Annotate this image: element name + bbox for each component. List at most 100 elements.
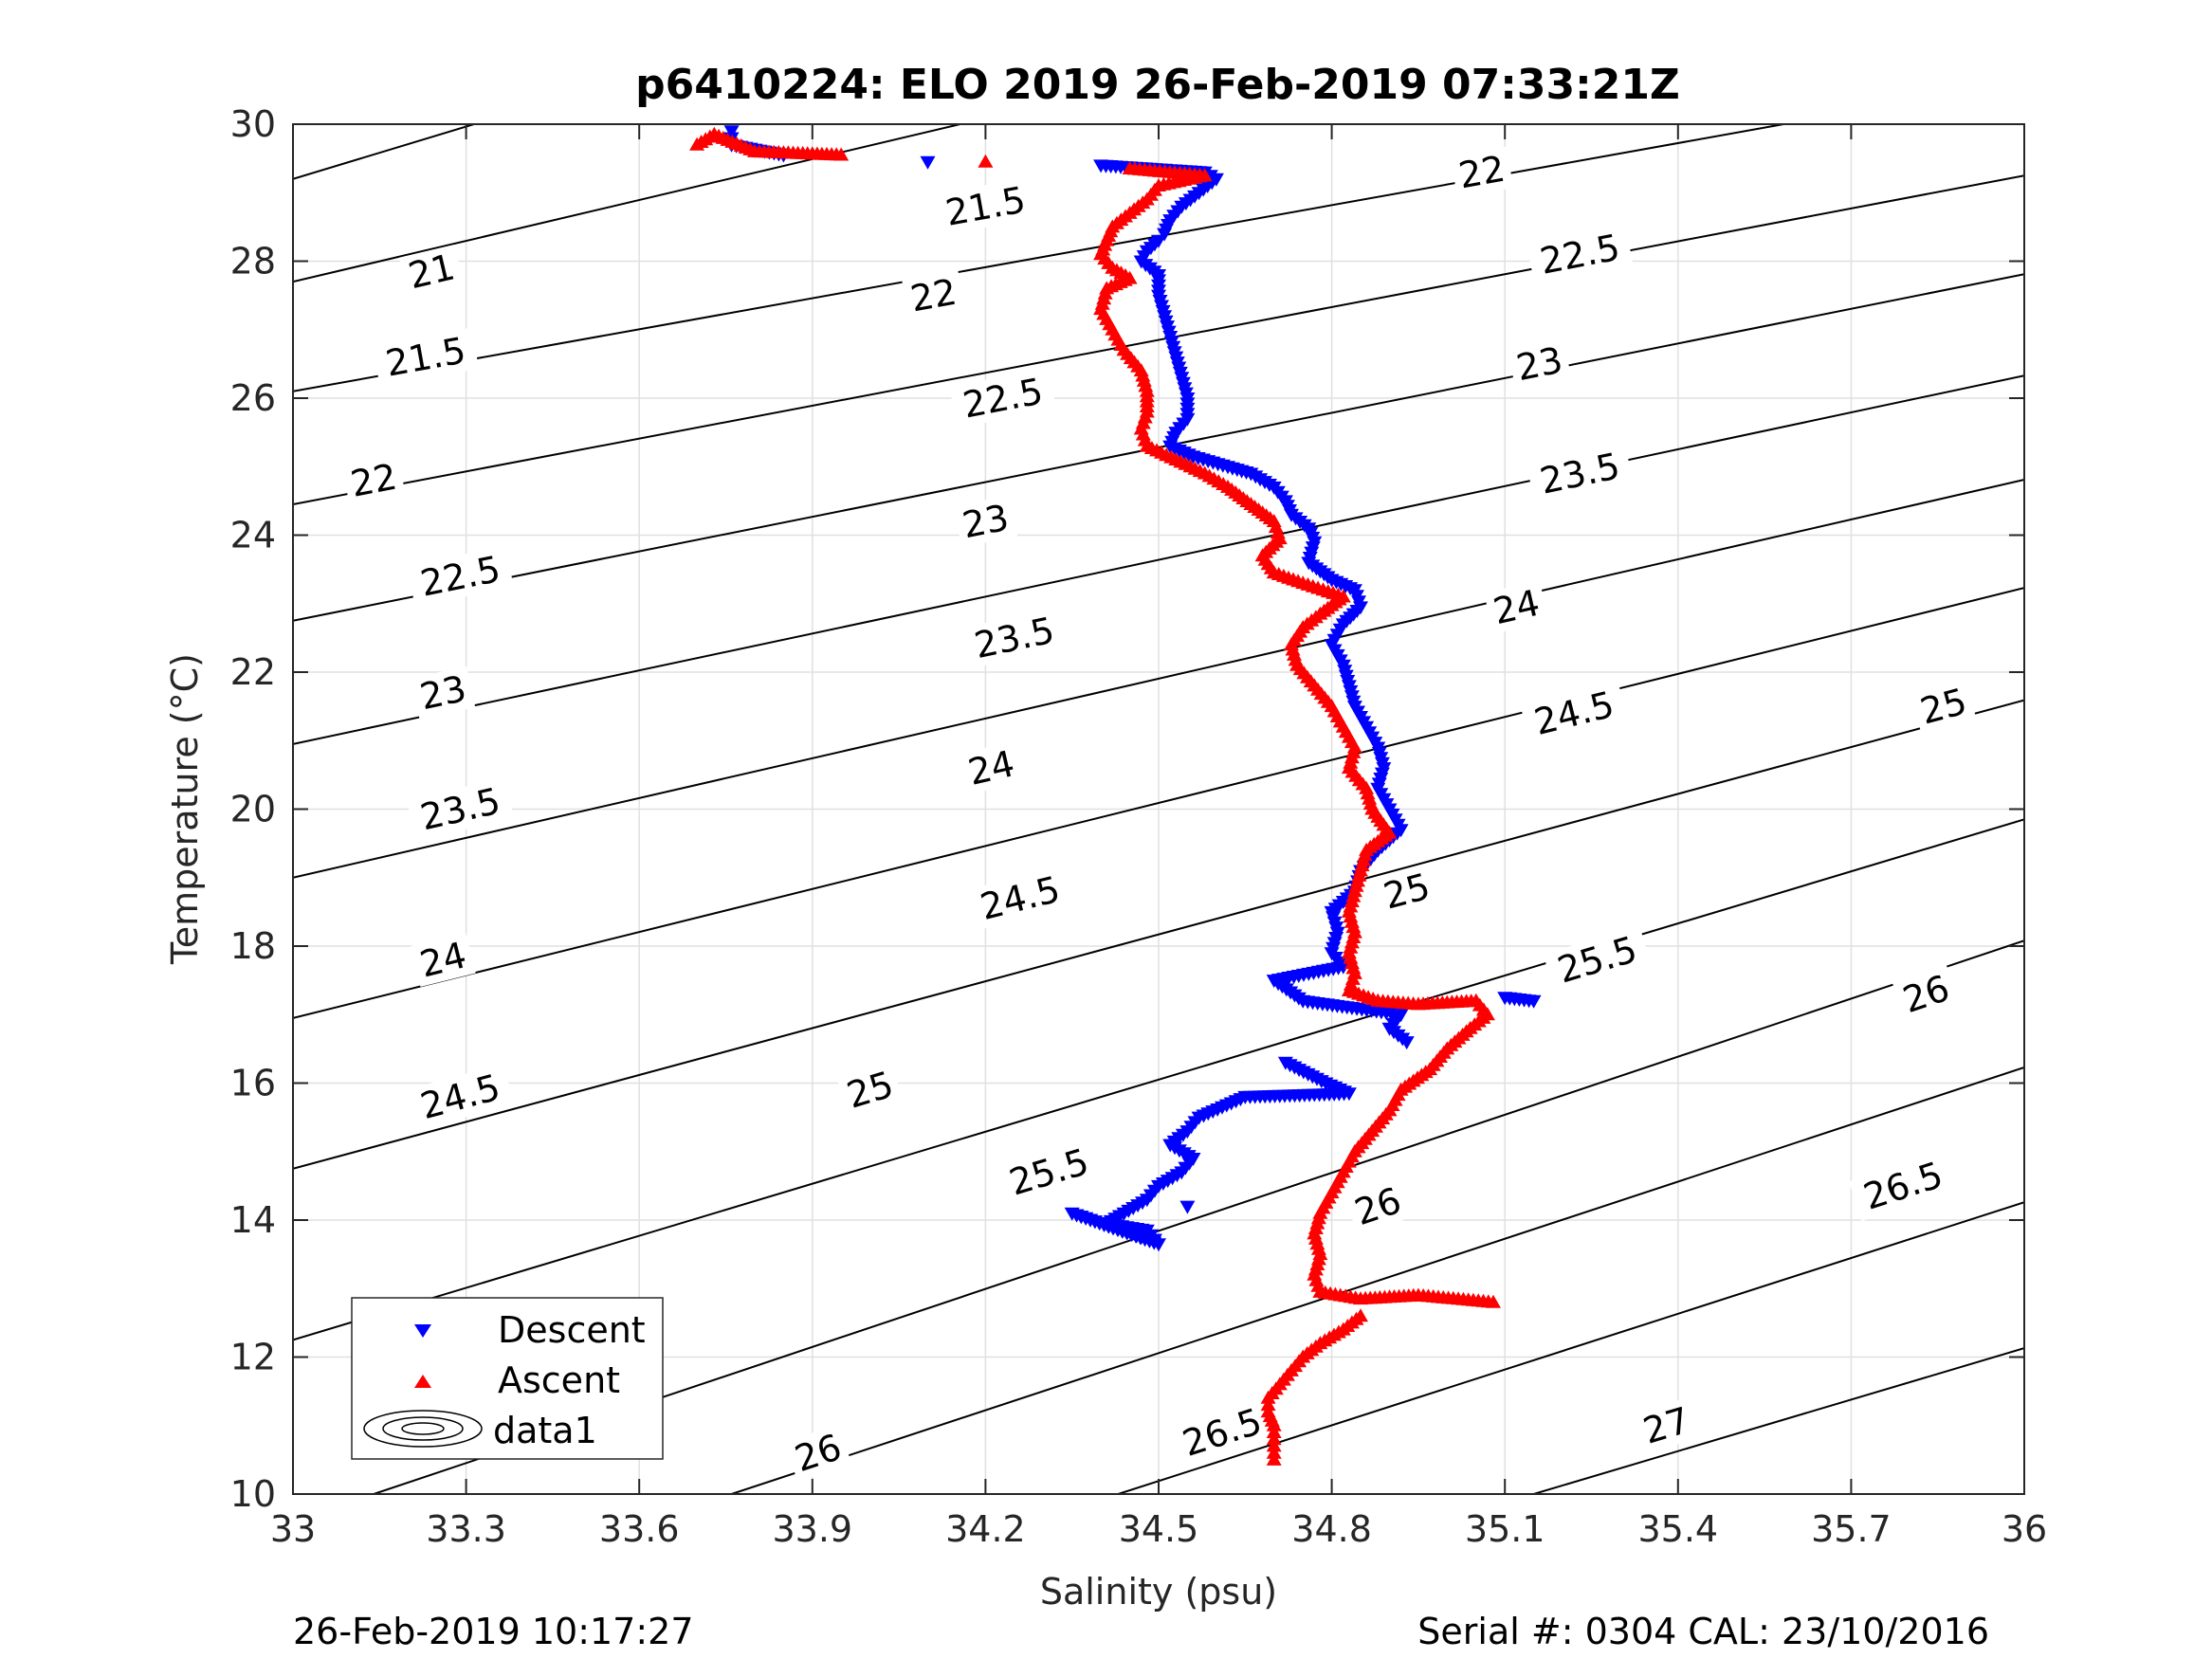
contour-label-text: 24 [964, 742, 1018, 793]
contour-label: 25 [836, 1062, 904, 1119]
contour-label: 21.5 [932, 176, 1039, 236]
contour-label: 25.5 [995, 1138, 1104, 1207]
x-axis-label: Salinity (psu) [1040, 1571, 1277, 1613]
contour-label: 24 [410, 932, 476, 988]
contour-label: 24.5 [406, 1063, 515, 1130]
y-tick-label: 12 [230, 1337, 276, 1378]
descent-series [723, 125, 1542, 1252]
contour-label-bg [398, 244, 465, 299]
contour-label-bg [1849, 1150, 1958, 1222]
contour-label-bg [406, 1063, 515, 1130]
contour-label-bg [784, 1424, 852, 1483]
contour-label: 22.5 [1526, 224, 1634, 284]
contour-label-text: 24.5 [416, 1066, 504, 1128]
contour-label: 26 [784, 1424, 852, 1483]
y-tick-label: 24 [230, 515, 276, 556]
contour-label: 22.5 [407, 545, 514, 607]
y-axis-label: Temperature (°C) [164, 653, 206, 965]
contour-line-26-5 [1118, 1201, 2024, 1494]
y-tick-label: 14 [230, 1199, 276, 1241]
x-tick-label: 35.4 [1637, 1508, 1718, 1550]
contour-label: 27 [1633, 1397, 1700, 1454]
contour-label: 24 [959, 740, 1024, 795]
contour-label-text: 23.5 [1536, 445, 1623, 502]
contour-label-text: 23 [959, 497, 1012, 547]
contour-label-bg [1526, 224, 1634, 284]
contour-label-bg [1892, 965, 1960, 1023]
contour-line-27 [1533, 1347, 2024, 1494]
contour-label-bg [1543, 925, 1652, 994]
contour-label-text: 23.5 [416, 780, 503, 839]
x-tick-label: 35.7 [1811, 1508, 1892, 1550]
contour-label-bg [411, 665, 476, 720]
legend-contour-icon [363, 1410, 483, 1448]
y-tick-label: 28 [230, 241, 276, 283]
ascent-point [1266, 1417, 1282, 1431]
contour-line-22 [293, 174, 2024, 505]
x-tick-label: 36 [2002, 1508, 2047, 1550]
contour-label-text: 22 [1455, 148, 1508, 197]
legend-ascent-label: Ascent [498, 1359, 620, 1401]
contour-label: 22 [341, 454, 406, 506]
legend-data1-label: data1 [493, 1410, 597, 1451]
contour-label: 24.5 [966, 866, 1074, 931]
contour-label: 26 [1344, 1177, 1412, 1235]
contour-label-bg [1633, 1397, 1700, 1454]
contour-label-bg [966, 866, 1074, 931]
y-axis-ticks: 10 12 14 16 18 20 22 24 26 28 30 [230, 103, 2024, 1515]
contour-label: 22 [902, 269, 966, 321]
x-tick-label: 33.9 [772, 1508, 852, 1550]
contour-label-bg [902, 269, 966, 321]
ascent-point [833, 147, 850, 161]
contour-label-text: 22 [907, 271, 960, 320]
contour-label: 26.5 [1167, 1396, 1277, 1468]
footer-serial-cal: Serial #: 0304 CAL: 23/10/2016 [1417, 1611, 1989, 1652]
contour-label: 22 [1450, 146, 1514, 198]
contour-label-bg [949, 368, 1056, 428]
ascent-point [1260, 1397, 1276, 1412]
y-tick-label: 20 [230, 789, 276, 830]
contour-line-24-5 [293, 699, 2024, 1170]
contour-label: 23.5 [1526, 442, 1634, 505]
contour-label-bg [1374, 864, 1440, 920]
contour-label-bg [372, 327, 480, 387]
contour-line-23 [293, 374, 2024, 745]
contour-line-23-5 [293, 479, 2024, 879]
x-tick-label: 33 [270, 1508, 316, 1550]
x-tick-label: 34.2 [945, 1508, 1026, 1550]
contour-label-text: 21 [405, 246, 459, 297]
contour-label: 26.5 [1849, 1150, 1958, 1222]
ascent-point [978, 154, 994, 168]
x-tick-label: 34.5 [1119, 1508, 1199, 1550]
ascent-series [689, 126, 1501, 1466]
contour-label: 21.5 [372, 327, 480, 387]
contour-label-bg [1344, 1177, 1412, 1235]
contour-label-text: 23 [1513, 339, 1566, 390]
contour-label-text: 24.5 [1530, 684, 1618, 743]
descent-point [1497, 992, 1513, 1006]
contour-label-bg [1167, 1396, 1277, 1468]
contour-label-text: 22.5 [960, 370, 1046, 426]
contour-label-text: 23 [416, 667, 469, 718]
contour-label-bg [959, 740, 1024, 795]
contour-label: 25.5 [1543, 925, 1652, 994]
x-tick-label: 35.1 [1465, 1508, 1545, 1550]
contour-label-text: 22 [347, 456, 400, 505]
contour-line-21 [293, 124, 478, 180]
contour-label-bg [1910, 679, 1977, 735]
x-tick-label: 34.8 [1291, 1508, 1372, 1550]
contour-label: 25 [1374, 864, 1440, 920]
x-axis-ticks: 33 33.3 33.6 33.9 34.2 34.5 34.8 35.1 35.4 35.7 36 [270, 124, 2047, 1550]
descent-point [723, 125, 740, 139]
legend-descent-label: Descent [498, 1309, 646, 1351]
contour-line-24 [293, 587, 2024, 1019]
contour-label-bg [341, 454, 406, 506]
legend-box [351, 1297, 664, 1460]
contour-label-text: 24 [1490, 582, 1544, 633]
contour-label: 23 [953, 495, 1018, 548]
contour-line-25 [293, 818, 2024, 1341]
contour-label-text: 25.5 [1005, 1140, 1094, 1203]
contour-label: 24 [1484, 580, 1549, 634]
contour-label: 23.5 [960, 607, 1069, 669]
